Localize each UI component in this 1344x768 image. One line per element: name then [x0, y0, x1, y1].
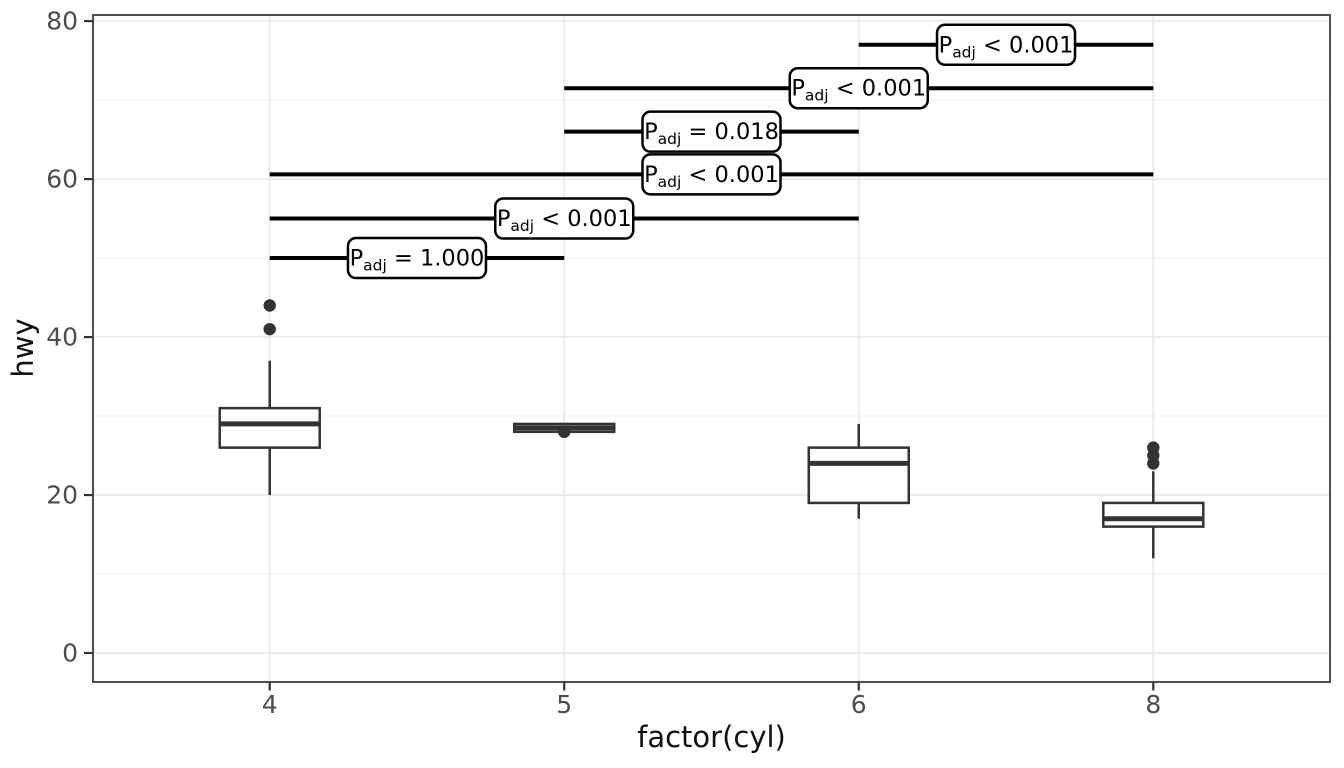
p-value-label-box: [641, 153, 782, 196]
x-axis-title: factor(cyl): [637, 720, 786, 754]
boxplot-cyl-6: [807, 423, 911, 519]
p-value-label: Padj < 0.001: [497, 206, 632, 235]
boxplot-cyl-4: [218, 299, 321, 496]
x-tick-label: 5: [556, 690, 572, 719]
x-axis-ticks: 4 5 6 8: [262, 682, 1161, 719]
x-tick-label: 6: [851, 690, 867, 719]
y-axis-title: hwy: [6, 318, 40, 378]
y-tick-label: 20: [46, 481, 78, 510]
y-major-gridlines: [93, 20, 1330, 654]
significance-bracket-4-5: Padj = 1.000: [269, 236, 565, 280]
p-value-label-box: [346, 236, 488, 280]
panel-border: [92, 14, 1331, 683]
boxplot-cyl-5: [512, 422, 616, 439]
p-value-label-box: [493, 197, 635, 240]
y-axis-ticks: 0 20 40 60 80: [46, 7, 93, 668]
p-value-label-box: [641, 110, 782, 153]
outlier-point: [263, 299, 276, 312]
significance-bracket-5-8: Padj < 0.001: [564, 66, 1154, 110]
y-tick-label: 60: [46, 165, 78, 194]
p-value-label: Padj < 0.001: [791, 76, 926, 105]
iqr-box: [218, 406, 321, 449]
p-value-label: Padj = 0.018: [644, 119, 779, 148]
boxplot-cyl-8: [1102, 441, 1205, 559]
y-tick-label: 40: [46, 323, 78, 352]
p-value-label: Padj < 0.001: [644, 162, 779, 191]
p-value-label: Padj = 1.000: [350, 246, 485, 275]
y-tick-label: 0: [62, 639, 78, 668]
iqr-box: [807, 446, 911, 505]
x-tick-label: 4: [262, 690, 278, 719]
x-tick-label: 8: [1145, 690, 1161, 719]
p-value-label-box: [935, 23, 1077, 67]
significance-bracket-4-6: Padj < 0.001: [269, 197, 859, 240]
p-value-label-box: [788, 66, 930, 110]
outlier-point: [263, 322, 276, 336]
p-value-label: Padj < 0.001: [939, 32, 1074, 61]
outlier-point: [558, 425, 571, 439]
significance-bracket-6-8: Padj < 0.001: [858, 23, 1154, 67]
y-tick-label: 80: [46, 7, 78, 36]
iqr-box: [1102, 501, 1205, 528]
outlier-point: [1147, 441, 1160, 454]
significance-bracket-4-8: Padj < 0.001: [269, 153, 1154, 196]
significance-bracket-5-6: Padj = 0.018: [564, 110, 859, 153]
x-gridlines: [268, 15, 1155, 682]
